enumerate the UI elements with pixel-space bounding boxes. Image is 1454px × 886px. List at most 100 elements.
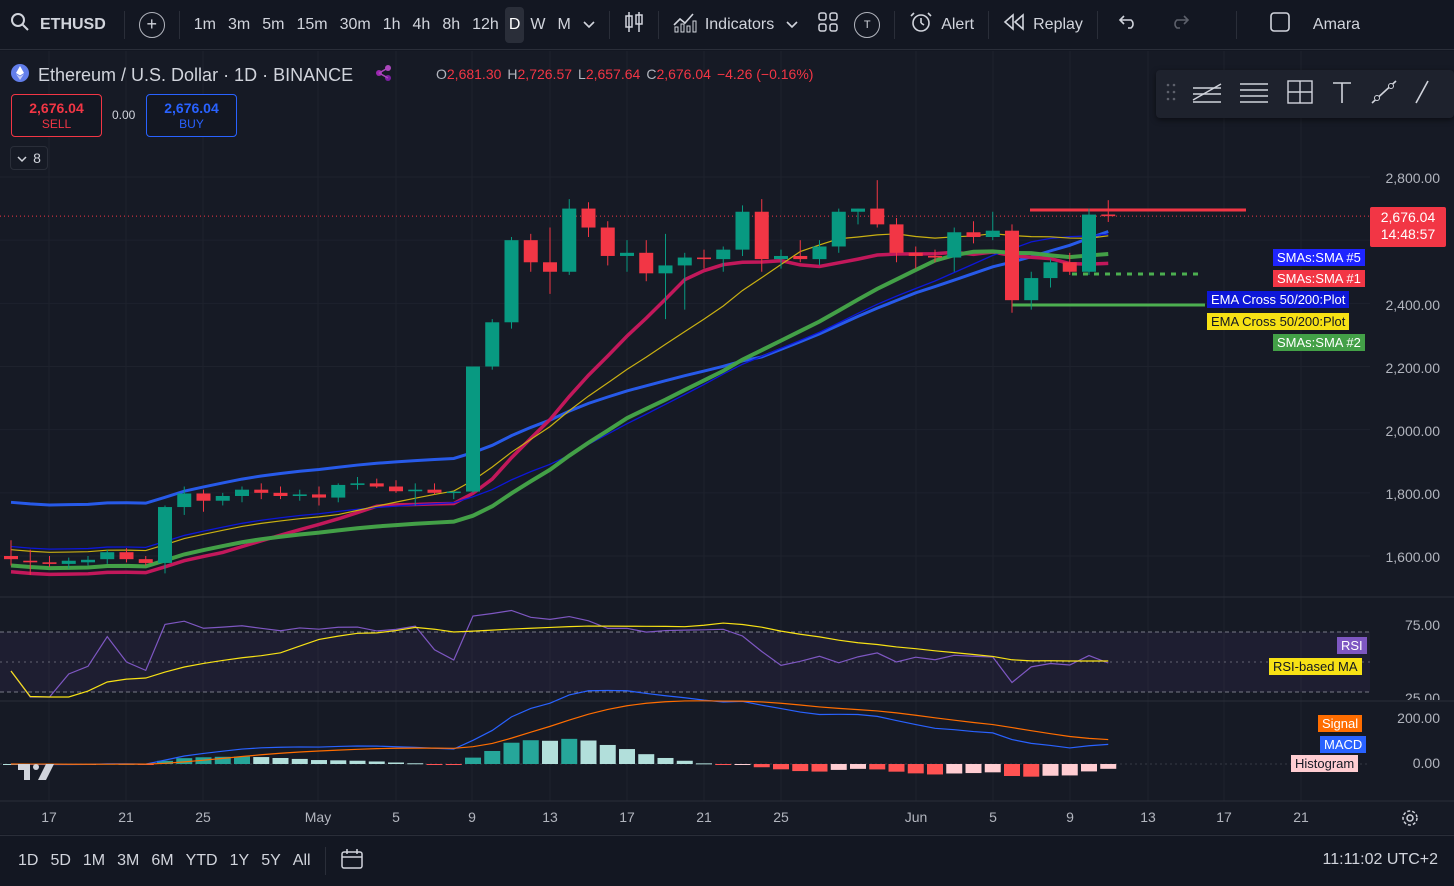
brush-icon[interactable] [1414, 78, 1430, 111]
candle-body [369, 483, 384, 487]
layouts-button[interactable] [812, 7, 844, 43]
time-axis-label: Jun [904, 809, 928, 825]
candle-body [504, 240, 519, 323]
redo-icon [1170, 14, 1190, 35]
text-tool-icon[interactable] [1330, 78, 1354, 111]
range-3m[interactable]: 3M [117, 852, 140, 869]
time-axis-label: 25 [195, 809, 211, 825]
chart-title: Ethereum / U.S. Dollar · 1D · BINANCE [38, 64, 354, 85]
time-axis-label: 21 [118, 809, 134, 825]
candle-body [774, 255, 788, 260]
symbol-label: ETHUSD [40, 15, 106, 33]
current-price: 2,676.04 [1380, 209, 1436, 225]
go-to-date-button[interactable] [340, 848, 364, 875]
range-1m[interactable]: 1M [82, 852, 106, 869]
price-axis-label: 2,200.00 [1385, 360, 1441, 376]
drag-handle-icon[interactable] [1166, 82, 1176, 107]
histogram-bar [388, 762, 404, 764]
rsi-tag: RSI [1337, 637, 1367, 654]
range-5d[interactable]: 5D [50, 852, 71, 869]
range-all[interactable]: All [292, 852, 311, 869]
candle-body [658, 265, 673, 274]
interval-1m[interactable]: 1m [193, 15, 217, 33]
interval-8h[interactable]: 8h [442, 15, 461, 33]
replay-label: Replay [1033, 15, 1083, 33]
layout-toggle-button[interactable] [1263, 7, 1297, 43]
interval-3m[interactable]: 3m [228, 15, 251, 33]
replay-button[interactable]: Replay [997, 7, 1089, 43]
indicators-icon [673, 11, 697, 38]
time-axis-label: May [304, 809, 332, 825]
interval-12h[interactable]: 12h [472, 15, 499, 33]
candle-body [119, 552, 134, 560]
chart-area[interactable] [0, 51, 1454, 834]
histogram-bar [407, 763, 424, 765]
indicator-count: 8 [33, 150, 41, 166]
candle-body [196, 493, 211, 501]
interval-15m[interactable]: 15m [296, 15, 328, 33]
candle-body [215, 495, 230, 501]
low-value: 2,657.64 [585, 66, 641, 82]
macd-tag: MACD [1320, 736, 1367, 753]
indicators-label: Indicators [704, 15, 775, 33]
trendline-icon[interactable] [1369, 78, 1399, 111]
clock-timezone[interactable]: 11:11:02 UTC+2 [1322, 851, 1438, 868]
candle-body [1062, 262, 1077, 272]
time-axis-label: 5 [392, 809, 400, 825]
time-axis-label: 17 [41, 809, 57, 825]
buy-button[interactable]: 2,676.04 BUY [146, 94, 237, 137]
tradingview-logo[interactable] [16, 760, 56, 789]
high-value: 2,726.57 [517, 66, 573, 82]
symbol-search-button[interactable]: ETHUSD [0, 7, 116, 43]
candle-body [292, 494, 307, 496]
bar-countdown: 14:48:57 [1380, 226, 1436, 242]
candle-body [581, 208, 596, 228]
chevron-down-icon [583, 16, 595, 34]
interval-dropdown[interactable] [577, 7, 601, 43]
compare-add-icon[interactable]: + [138, 11, 165, 38]
range-1y[interactable]: 1Y [229, 852, 250, 869]
alarm-clock-icon [909, 11, 933, 38]
undo-button[interactable] [1112, 7, 1144, 43]
redo-button[interactable] [1164, 7, 1196, 43]
divider [657, 10, 659, 39]
chart-type-button[interactable] [618, 7, 650, 43]
interval-m[interactable]: M [557, 15, 571, 33]
rsi-line [10, 609, 1109, 698]
high-key: H [507, 66, 518, 82]
indicators-collapse-button[interactable]: 8 [10, 146, 48, 170]
interval-d[interactable]: D [504, 6, 525, 43]
histogram-bar [927, 764, 943, 775]
interval-w[interactable]: W [530, 15, 546, 33]
histogram-bar [426, 764, 443, 765]
range-1d[interactable]: 1D [18, 852, 39, 869]
range-5y[interactable]: 5Y [261, 852, 281, 869]
templates-icon[interactable]: T [854, 11, 881, 38]
interval-1h[interactable]: 1h [382, 15, 401, 33]
sell-button[interactable]: 2,676.04 SELL [11, 94, 102, 137]
indicators-dropdown[interactable] [780, 7, 804, 43]
histogram-bar [657, 757, 674, 764]
candle-body [600, 227, 615, 256]
interval-30m[interactable]: 30m [339, 15, 371, 33]
candle-body [4, 556, 18, 560]
chart-canvas[interactable] [0, 51, 1454, 834]
range-6m[interactable]: 6M [151, 852, 174, 869]
user-menu[interactable]: Amara [1312, 15, 1361, 33]
trend-channel-icon[interactable] [1191, 78, 1223, 111]
alert-button[interactable]: Alert [903, 7, 980, 43]
interval-4h[interactable]: 4h [412, 15, 431, 33]
interval-5m[interactable]: 5m [262, 15, 285, 33]
indicators-button[interactable]: Indicators [667, 7, 780, 43]
histogram-bar [638, 754, 655, 764]
candle-body [61, 560, 76, 564]
rewind-icon [1003, 13, 1025, 36]
fib-box-icon[interactable] [1285, 78, 1315, 111]
candle-body [562, 208, 577, 272]
settings-gear-icon[interactable] [1400, 808, 1420, 833]
histogram-bar [599, 744, 616, 764]
sma1-line [10, 250, 1109, 577]
range-ytd[interactable]: YTD [185, 852, 218, 869]
price-axis-label: 2,800.00 [1385, 170, 1441, 186]
horizontal-lines-icon[interactable] [1238, 78, 1270, 111]
